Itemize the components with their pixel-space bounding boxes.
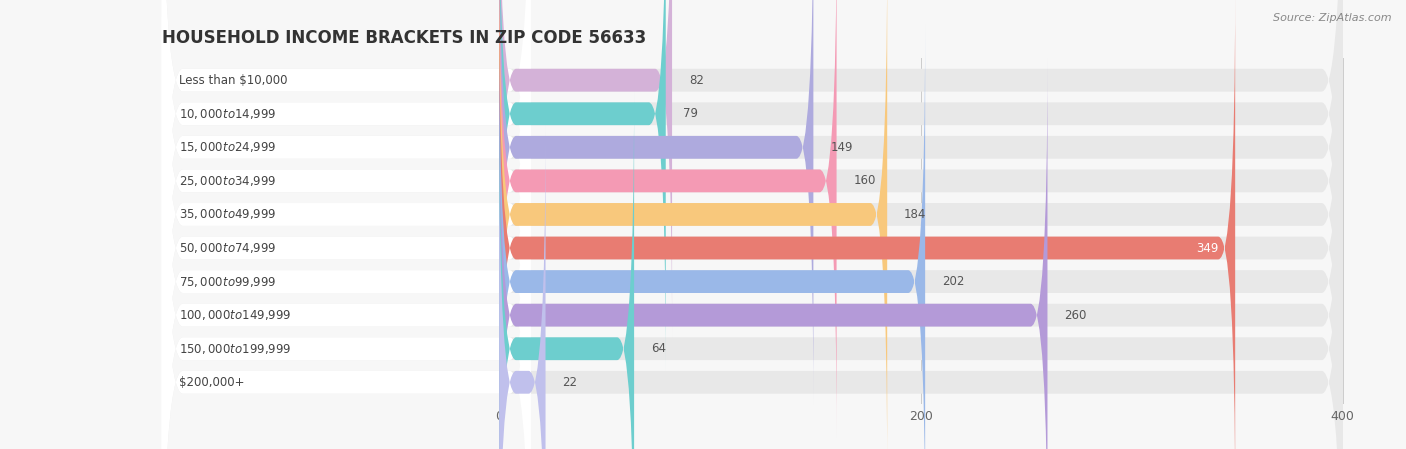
Text: 260: 260 — [1064, 308, 1087, 321]
FancyBboxPatch shape — [162, 0, 531, 405]
FancyBboxPatch shape — [162, 0, 531, 449]
FancyBboxPatch shape — [499, 0, 672, 337]
Text: $150,000 to $199,999: $150,000 to $199,999 — [179, 342, 291, 356]
Text: $25,000 to $34,999: $25,000 to $34,999 — [179, 174, 276, 188]
FancyBboxPatch shape — [162, 0, 531, 449]
Text: Less than $10,000: Less than $10,000 — [179, 74, 287, 87]
FancyBboxPatch shape — [499, 92, 634, 449]
Text: HOUSEHOLD INCOME BRACKETS IN ZIP CODE 56633: HOUSEHOLD INCOME BRACKETS IN ZIP CODE 56… — [162, 29, 645, 47]
Text: 202: 202 — [942, 275, 965, 288]
Text: $50,000 to $74,999: $50,000 to $74,999 — [179, 241, 276, 255]
FancyBboxPatch shape — [499, 125, 546, 449]
FancyBboxPatch shape — [162, 0, 531, 449]
FancyBboxPatch shape — [162, 0, 1343, 449]
FancyBboxPatch shape — [499, 0, 666, 371]
FancyBboxPatch shape — [162, 24, 531, 449]
Text: $10,000 to $14,999: $10,000 to $14,999 — [179, 107, 276, 121]
Text: $200,000+: $200,000+ — [179, 376, 245, 389]
FancyBboxPatch shape — [499, 0, 887, 449]
FancyBboxPatch shape — [162, 0, 531, 449]
FancyBboxPatch shape — [162, 58, 1343, 449]
FancyBboxPatch shape — [499, 0, 837, 438]
FancyBboxPatch shape — [162, 0, 1343, 405]
Text: 64: 64 — [651, 342, 666, 355]
FancyBboxPatch shape — [162, 0, 1343, 449]
FancyBboxPatch shape — [162, 0, 531, 449]
FancyBboxPatch shape — [162, 24, 1343, 449]
FancyBboxPatch shape — [499, 0, 1234, 449]
FancyBboxPatch shape — [162, 0, 1343, 449]
FancyBboxPatch shape — [499, 24, 925, 449]
FancyBboxPatch shape — [499, 58, 1047, 449]
Text: $15,000 to $24,999: $15,000 to $24,999 — [179, 141, 276, 154]
Text: 79: 79 — [683, 107, 697, 120]
FancyBboxPatch shape — [162, 58, 531, 449]
FancyBboxPatch shape — [162, 0, 531, 438]
Text: 160: 160 — [853, 174, 876, 187]
Text: 82: 82 — [689, 74, 704, 87]
FancyBboxPatch shape — [162, 0, 1343, 438]
Text: $75,000 to $99,999: $75,000 to $99,999 — [179, 275, 276, 289]
Text: 22: 22 — [562, 376, 578, 389]
Text: Source: ZipAtlas.com: Source: ZipAtlas.com — [1274, 13, 1392, 23]
FancyBboxPatch shape — [499, 0, 813, 405]
FancyBboxPatch shape — [162, 0, 531, 449]
Text: 349: 349 — [1197, 242, 1218, 255]
Text: $35,000 to $49,999: $35,000 to $49,999 — [179, 207, 276, 221]
FancyBboxPatch shape — [162, 0, 1343, 449]
FancyBboxPatch shape — [162, 0, 1343, 449]
Text: 184: 184 — [904, 208, 927, 221]
Text: 149: 149 — [830, 141, 853, 154]
FancyBboxPatch shape — [162, 0, 1343, 449]
Text: $100,000 to $149,999: $100,000 to $149,999 — [179, 308, 291, 322]
